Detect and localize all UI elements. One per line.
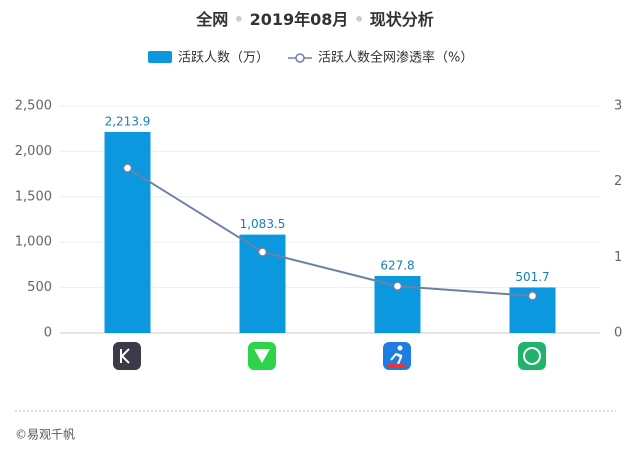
legend-marker bbox=[295, 53, 305, 63]
line-point bbox=[257, 247, 268, 257]
y-tick-label: 500 bbox=[27, 280, 52, 295]
y2-tick-label: 2 bbox=[614, 174, 622, 189]
chart-title: 全网 • 2019年08月 • 现状分析 bbox=[195, 10, 434, 29]
line bbox=[126, 167, 533, 297]
y-tick-label: 2,000 bbox=[15, 144, 52, 159]
data-label: 501.7 bbox=[515, 270, 549, 284]
y-tick-label: 0 bbox=[44, 326, 52, 341]
y-tick-label: 1,500 bbox=[15, 189, 52, 204]
legend-label: 活跃人数（万） bbox=[178, 51, 269, 66]
title-part: 全网 bbox=[195, 10, 228, 29]
y-tick-label: 1,000 bbox=[15, 235, 52, 250]
y2-tick-label: 0 bbox=[614, 326, 622, 341]
title-separator: • bbox=[228, 10, 249, 29]
y-tick-label: 2,500 bbox=[15, 99, 52, 114]
line-point bbox=[527, 291, 538, 301]
line-point bbox=[392, 281, 403, 291]
bar bbox=[104, 131, 151, 333]
legend-swatch bbox=[148, 51, 172, 63]
title-separator: • bbox=[348, 10, 369, 29]
data-label: 627.8 bbox=[380, 258, 414, 272]
title-part: 现状分析 bbox=[370, 10, 434, 29]
data-label: 2,213.9 bbox=[105, 114, 151, 128]
line-point bbox=[122, 163, 133, 173]
y2-tick-label: 3 bbox=[614, 99, 622, 114]
data-label: 1,083.5 bbox=[240, 217, 286, 231]
y2-tick-label: 1 bbox=[614, 250, 622, 265]
app-icons bbox=[113, 342, 546, 370]
title-part: 2019年08月 bbox=[250, 10, 349, 29]
source: ©易观千帆 bbox=[15, 427, 75, 442]
legend-label: 活跃人数全网渗透率（%） bbox=[318, 50, 473, 66]
